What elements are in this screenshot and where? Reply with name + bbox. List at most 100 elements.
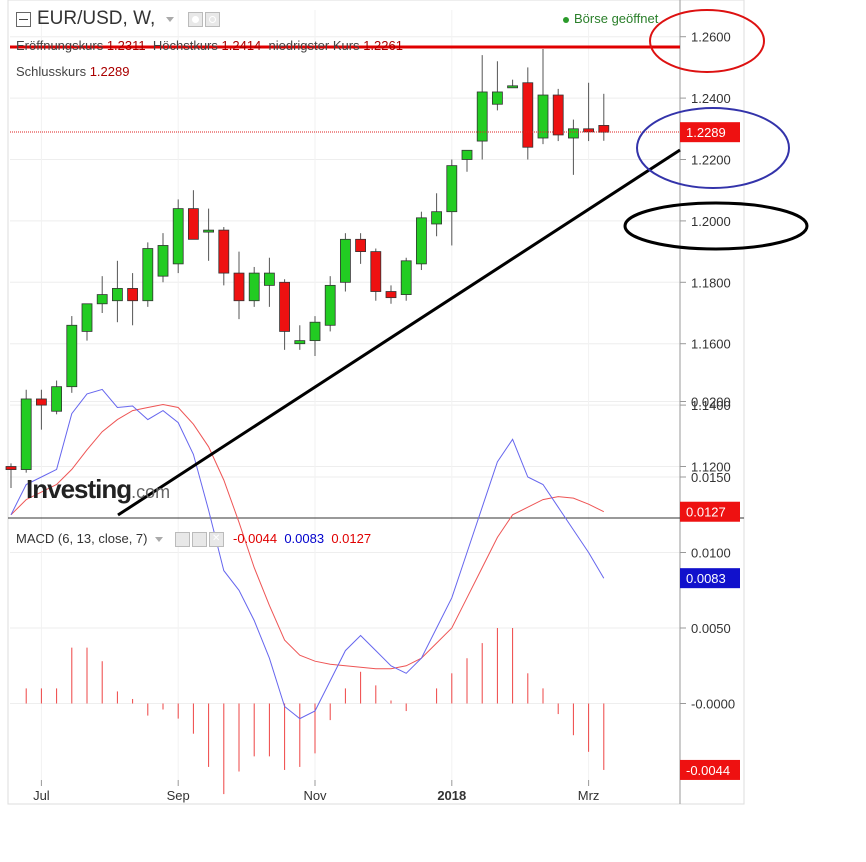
drawn-trendline[interactable]	[117, 148, 681, 517]
candle-body	[187, 208, 199, 240]
hist-value-badge-label: -0.0044	[686, 763, 730, 778]
macd-dropdown-icon[interactable]	[155, 537, 164, 543]
time-label: Nov	[303, 788, 327, 803]
macd-header: MACD (6, 13, close, 7) ✕ -0.0044 0.0083 …	[16, 531, 372, 548]
candle-body	[263, 272, 275, 286]
candle-body	[66, 324, 78, 388]
macd-eye-icon[interactable]	[174, 532, 190, 548]
candle-body	[583, 128, 594, 133]
macd-tick-label: 0.0200	[691, 395, 731, 410]
time-label: Mrz	[578, 788, 600, 803]
candle-body	[142, 248, 154, 302]
macd-tick-label: 0.0100	[691, 546, 731, 561]
symbol-header: EUR/USD, W,	[16, 8, 222, 30]
candle-body	[127, 288, 138, 302]
drawn-blue-ellipse[interactable]	[636, 107, 790, 189]
candle-body	[507, 85, 519, 89]
investing-logo: Investing.com	[26, 474, 170, 505]
candle-body	[385, 291, 397, 299]
logo-suffix: .com	[131, 482, 171, 502]
candle-body	[415, 217, 427, 265]
candle-body	[568, 128, 579, 139]
candle-body	[431, 211, 443, 225]
macd-line	[10, 388, 605, 720]
price-tick-label: 1.1400	[691, 398, 731, 413]
candle-body	[461, 149, 473, 160]
logo-name: Investing	[26, 474, 132, 504]
candle-body	[157, 245, 169, 277]
status-dot-icon	[563, 16, 569, 23]
candle-body	[248, 272, 260, 302]
time-label: 2018	[437, 788, 466, 803]
candle-body	[324, 284, 336, 326]
macd-tick-label: 0.0050	[691, 621, 731, 636]
candle-body	[51, 386, 62, 412]
candle-body	[355, 238, 367, 253]
candle-body	[537, 94, 549, 139]
price-tick-label: 1.2000	[691, 214, 731, 229]
price-axis[interactable]: 1.1200 1.1400 1.1600 1.1800 1.2000 1.2200 1.24…	[680, 30, 731, 475]
macd-value-badge-box	[680, 568, 740, 589]
macd-close-icon[interactable]: ✕	[208, 532, 224, 548]
drawn-black-ellipse[interactable]	[623, 201, 809, 251]
candle-body	[20, 398, 32, 470]
ohlc-row-2: Schlusskurs 1.2289	[16, 64, 129, 79]
candle-body	[370, 251, 382, 292]
candle-body	[339, 238, 351, 283]
price-tick-label: 1.2600	[691, 30, 731, 45]
candle-body	[294, 340, 306, 345]
candle-body	[598, 125, 610, 133]
price-tick-label: 1.1800	[691, 275, 731, 290]
high-value: 1.2414	[221, 38, 262, 53]
candle-body	[309, 321, 321, 342]
open-value: 1.2311	[106, 38, 146, 53]
candle-body	[400, 260, 412, 295]
price-tick-label: 1.2400	[691, 91, 731, 106]
candle-body	[491, 91, 503, 105]
current-price-badge-label: 1.2289	[686, 125, 726, 140]
price-tick-label: 1.1600	[691, 337, 731, 352]
candle-body	[203, 229, 215, 233]
signal-value-badge-label: 0.0127	[686, 505, 726, 520]
signal-line	[10, 403, 605, 670]
current-price-badge-box	[680, 122, 740, 143]
time-label: Jul	[33, 788, 50, 803]
collapse-icon[interactable]	[16, 11, 31, 27]
time-axis[interactable]: Jul Sep Nov 2018 Mrz	[33, 780, 599, 803]
close-label: Schlusskurs	[16, 64, 87, 79]
symbol-title[interactable]: EUR/USD, W,	[37, 8, 156, 29]
macd-axis[interactable]: 0.0200 0.0150 0.0100 0.0050 -0.0000	[680, 395, 735, 712]
high-label: Höchstkurs	[152, 38, 218, 53]
macd-series	[10, 388, 605, 795]
close-value: 1.2289	[89, 64, 130, 79]
value-badges: 1.2289 0.0127 0.0083 -0.0044	[680, 122, 740, 780]
dropdown-arrow-icon[interactable]	[165, 16, 174, 22]
candle-body	[5, 466, 17, 470]
macd-tick-label: 0.0150	[691, 470, 731, 485]
macd-signal-value: 0.0127	[331, 531, 372, 546]
candle-body	[446, 165, 458, 213]
candle-body	[96, 294, 108, 305]
candle-body	[218, 229, 230, 274]
eye-icon[interactable]	[188, 11, 204, 27]
price-tick-label: 1.1200	[691, 460, 731, 475]
macd-gear-icon[interactable]	[191, 532, 207, 548]
time-label: Sep	[167, 788, 190, 803]
drawn-red-ellipse[interactable]	[649, 9, 765, 73]
macd-hist-value: -0.0044	[232, 531, 278, 546]
candle-body	[522, 82, 534, 148]
candle-body	[552, 94, 564, 136]
candle-body	[279, 281, 291, 332]
macd-line-value: 0.0083	[284, 531, 325, 546]
gear-icon[interactable]	[205, 11, 221, 27]
macd-title[interactable]: MACD (6, 13, close, 7)	[16, 531, 148, 546]
low-value: 1.2261	[363, 38, 403, 53]
signal-value-badge-box	[680, 501, 740, 522]
candle-body	[112, 288, 123, 302]
low-label: niedrigster Kurs	[268, 38, 360, 53]
candle-body	[233, 272, 245, 302]
macd-value-badge-label: 0.0083	[686, 571, 726, 586]
market-status-label: Börse geöffnet	[574, 11, 659, 26]
hist-value-badge-box	[680, 759, 740, 780]
